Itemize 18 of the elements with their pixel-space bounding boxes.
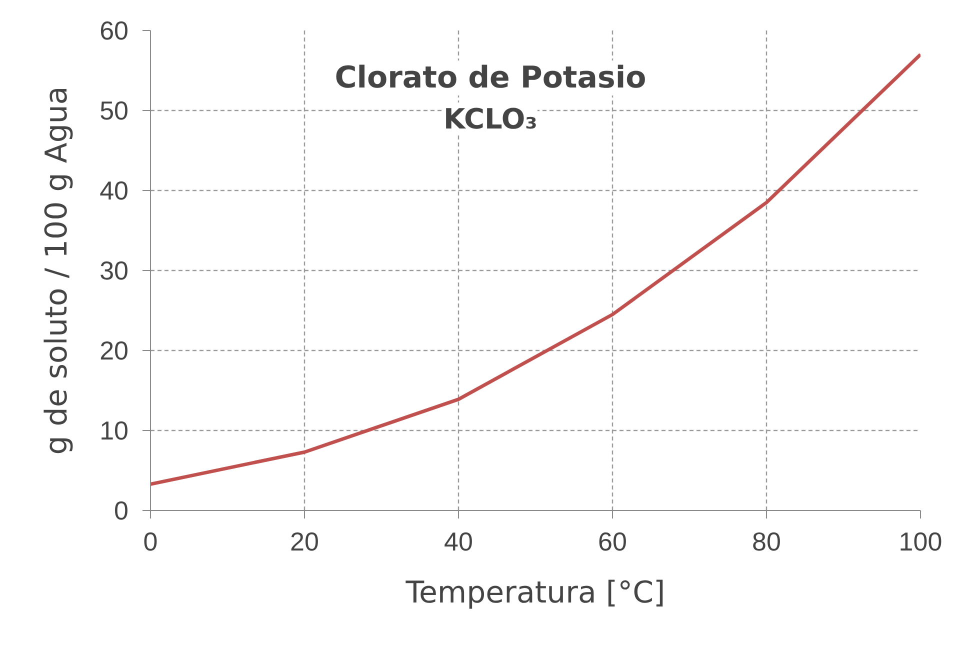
y-tick-label: 50 [100,96,128,126]
x-tick-label: 80 [752,526,781,556]
x-axis-title: Temperatura [°C] [404,576,666,610]
y-tick-label: 20 [100,336,128,366]
x-tick-label: 0 [143,526,158,556]
text: Clorato de Potasio [334,60,646,96]
y-tick-label: 0 [114,496,129,526]
y-axis-title: g de soluto / 100 g Agua [40,86,75,455]
x-tick-label: 20 [290,526,319,556]
text: KCLO₃ [444,102,538,136]
x-tick-label: 100 [898,526,942,556]
x-tick-label: 40 [444,526,473,556]
x-tick-label: 60 [598,526,627,556]
y-tick-label: 60 [100,16,128,46]
y-tick-label: 40 [100,176,128,206]
y-tick-label: 30 [100,256,128,286]
y-tick-label: 10 [100,416,128,446]
line-series [150,52,920,486]
